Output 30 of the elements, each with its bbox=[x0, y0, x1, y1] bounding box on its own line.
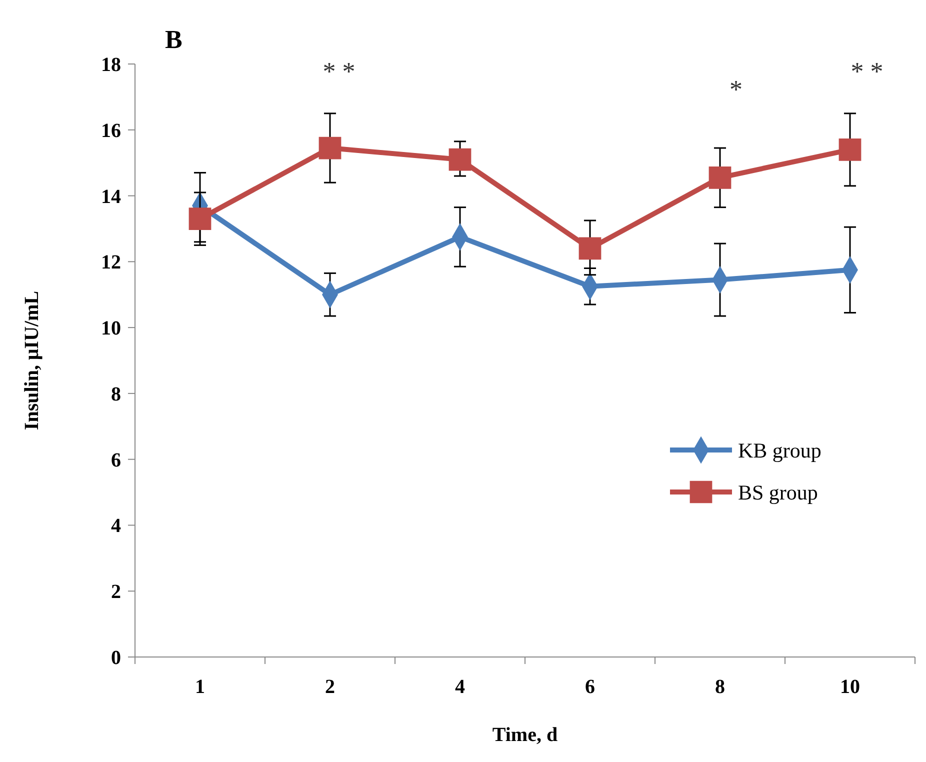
y-tick-label: 6 bbox=[111, 449, 121, 472]
legend-label: KB group bbox=[738, 438, 822, 462]
x-tick-label: 6 bbox=[585, 676, 595, 698]
x-tick-label: 1 bbox=[195, 676, 205, 698]
y-tick-label: 14 bbox=[101, 186, 121, 208]
point bbox=[188, 208, 212, 230]
y-tick-label: 16 bbox=[101, 120, 121, 142]
y-tick-label: 2 bbox=[111, 581, 121, 604]
y-tick-label: 8 bbox=[111, 383, 121, 406]
chart-title: B bbox=[165, 25, 182, 54]
annotation: * * bbox=[322, 57, 356, 86]
x-tick-label: 8 bbox=[715, 676, 725, 698]
point bbox=[578, 237, 602, 260]
annotation: * bbox=[730, 75, 742, 104]
y-tick-label: 0 bbox=[111, 647, 121, 669]
x-tick-label: 2 bbox=[325, 676, 335, 698]
y-tick-label: 10 bbox=[101, 318, 121, 340]
annotation: * * bbox=[850, 57, 884, 86]
legend-label: BS group bbox=[738, 480, 818, 504]
x-axis-title: Time, d bbox=[492, 724, 558, 746]
point bbox=[838, 138, 862, 161]
y-tick-label: 12 bbox=[101, 252, 121, 274]
x-tick-label: 10 bbox=[840, 676, 860, 698]
point bbox=[448, 148, 472, 171]
y-tick-label: 4 bbox=[111, 515, 121, 538]
x-tick-label: 4 bbox=[455, 676, 465, 698]
point bbox=[318, 136, 342, 160]
point bbox=[708, 166, 732, 189]
y-tick-label: 18 bbox=[101, 54, 121, 76]
y-axis-title: Insulin, μIU/mL bbox=[21, 290, 43, 430]
